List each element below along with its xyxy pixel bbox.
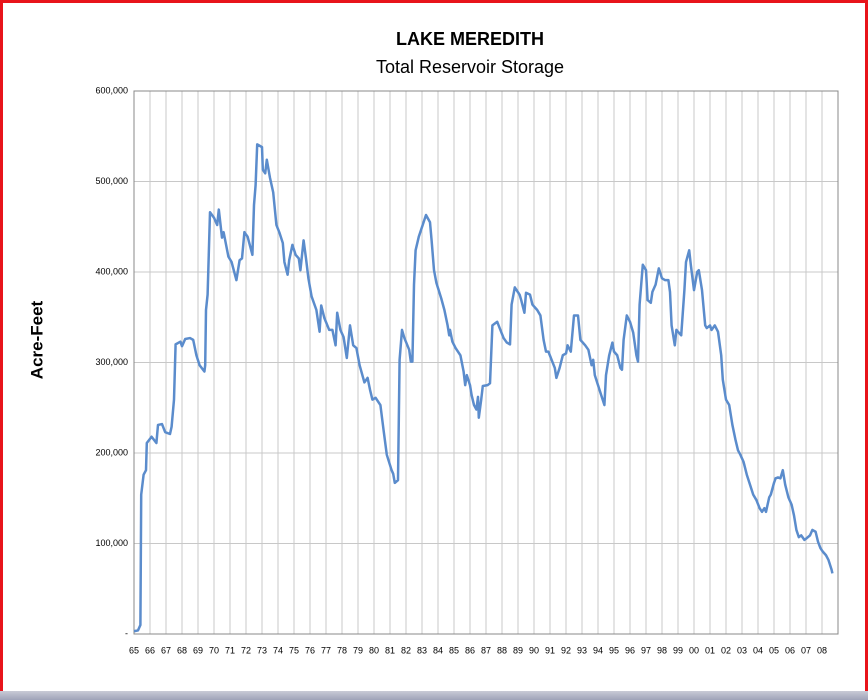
x-tick-label: 03	[737, 645, 747, 655]
x-tick-label: 94	[593, 645, 603, 655]
x-tick-label: 88	[497, 645, 507, 655]
x-tick-label: 68	[177, 645, 187, 655]
x-tick-label: 89	[513, 645, 523, 655]
x-tick-label: 85	[449, 645, 459, 655]
x-tick-label: 08	[817, 645, 827, 655]
x-tick-label: 00	[689, 645, 699, 655]
x-tick-label: 98	[657, 645, 667, 655]
x-tick-label: 75	[289, 645, 299, 655]
plot-border	[133, 90, 839, 635]
x-tick-label: 79	[353, 645, 363, 655]
window-strip	[0, 691, 868, 700]
x-tick-label: 07	[801, 645, 811, 655]
x-tick-label: 95	[609, 645, 619, 655]
x-tick-label: 71	[225, 645, 235, 655]
x-tick-label: 80	[369, 645, 379, 655]
y-tick-label: 500,000	[95, 176, 128, 186]
y-tick-label: 300,000	[95, 357, 128, 367]
chart-subtitle: Total Reservoir Storage	[376, 57, 564, 77]
x-tick-label: 91	[545, 645, 555, 655]
y-tick-label: 400,000	[95, 266, 128, 276]
x-tick-label: 87	[481, 645, 491, 655]
y-axis-label: Acre-Feet	[27, 300, 46, 379]
x-tick-label: 74	[273, 645, 283, 655]
x-tick-label: 06	[785, 645, 795, 655]
x-tick-label: 76	[305, 645, 315, 655]
x-tick-label: 73	[257, 645, 267, 655]
y-tick-label: 200,000	[95, 447, 128, 457]
x-tick-label: 93	[577, 645, 587, 655]
x-tick-label: 78	[337, 645, 347, 655]
y-tick-label: 600,000	[95, 85, 128, 95]
x-tick-label: 70	[209, 645, 219, 655]
y-tick-label: 100,000	[95, 538, 128, 548]
x-tick-label: 82	[401, 645, 411, 655]
x-tick-label: 81	[385, 645, 395, 655]
x-tick-label: 66	[145, 645, 155, 655]
x-tick-label: 96	[625, 645, 635, 655]
data-line	[133, 143, 834, 633]
x-tick-label: 02	[721, 645, 731, 655]
x-tick-label: 69	[193, 645, 203, 655]
x-tick-label: 77	[321, 645, 331, 655]
x-tick-label: 97	[641, 645, 651, 655]
x-tick-label: 67	[161, 645, 171, 655]
x-tick-label: 05	[769, 645, 779, 655]
x-tick-label: 83	[417, 645, 427, 655]
x-tick-label: 99	[673, 645, 683, 655]
x-tick-label: 04	[753, 645, 763, 655]
x-tick-label: 90	[529, 645, 539, 655]
x-tick-label: 01	[705, 645, 715, 655]
x-tick-label: 72	[241, 645, 251, 655]
x-tick-label: 65	[129, 645, 139, 655]
x-tick-label: 92	[561, 645, 571, 655]
x-tick-label: 86	[465, 645, 475, 655]
chart-title: LAKE MEREDITH	[396, 29, 544, 49]
x-tick-label: 84	[433, 645, 443, 655]
y-tick-label: -	[125, 628, 128, 638]
